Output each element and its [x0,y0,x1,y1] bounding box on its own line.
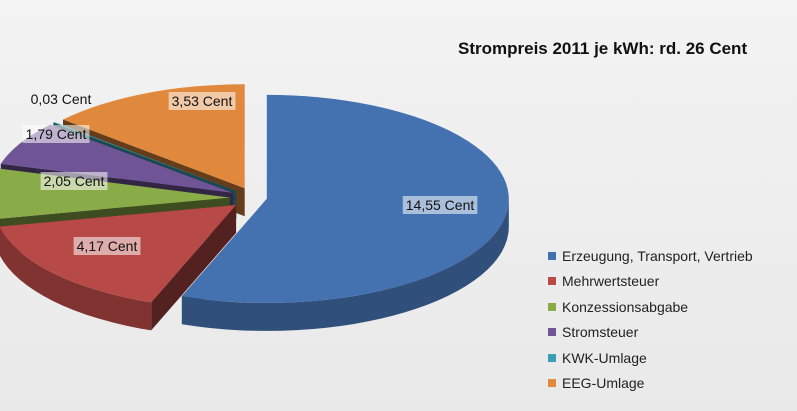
legend-swatch [548,328,556,337]
data-label-text: 4,17 Cent [77,238,138,254]
data-label-background [402,196,478,214]
legend-swatch [548,302,556,311]
legend-label: Mehrwertsteuer [562,273,660,290]
legend-item: KWK-Umlage [548,345,753,371]
data-label-text: 0,03 Cent [31,91,92,107]
legend-item: Stromsteuer [548,320,753,346]
data-label-text: 14,55 Cent [406,197,475,213]
legend-label: KWK-Umlage [562,349,647,366]
pie-slice-5 [53,122,237,191]
legend-item: Konzessionsabgabe [548,294,753,320]
data-label-6: 3,53 Cent [168,92,236,110]
data-label-3: 2,05 Cent [40,172,108,190]
legend: Erzeugung, Transport, Vertrieb Mehrwertst… [548,243,753,396]
data-label-text: 1,79 Cent [26,126,87,142]
data-label-background [168,92,236,110]
legend-item: Mehrwertsteuer [548,269,753,295]
chart-title: Strompreis 2011 je kWh: rd. 26 Cent [458,39,748,58]
data-label-background [73,237,141,255]
legend-swatch [548,353,556,362]
data-label-text: 3,53 Cent [172,93,233,109]
data-label-4: 1,79 Cent [22,125,90,143]
data-label-2: 4,17 Cent [73,237,141,255]
data-label-text: 2,05 Cent [44,173,105,189]
legend-swatch [548,277,556,286]
legend-swatch [548,251,556,260]
legend-label: Konzessionsabgabe [562,298,689,315]
pie-slice-6 [63,84,245,189]
data-label-5: 0,03 Cent [31,91,92,107]
legend-item: Erzeugung, Transport, Vertrieb [548,243,753,269]
pie-slice-1 [181,94,509,303]
legend-swatch [548,379,556,388]
data-label-background [40,172,108,190]
data-label-background [22,125,90,143]
legend-label: EEG-Umlage [562,375,645,392]
legend-label: Erzeugung, Transport, Vertrieb [562,247,753,264]
data-label-1: 14,55 Cent [402,196,478,214]
legend-item: EEG-Umlage [548,371,753,397]
legend-label: Stromsteuer [562,324,639,341]
